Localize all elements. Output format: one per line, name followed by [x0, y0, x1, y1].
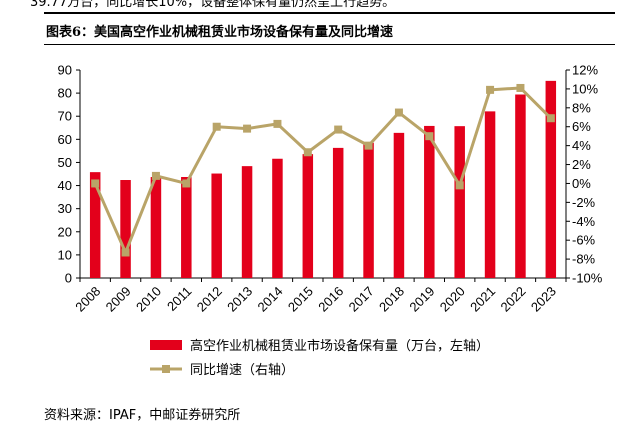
legend: 高空作业机械租赁业市场设备保有量（万台，左轴） 同比增速（右轴） — [150, 338, 489, 378]
bar-2022 — [515, 94, 526, 279]
bar-2016 — [332, 147, 344, 278]
bar-2010 — [150, 177, 162, 278]
bar-2013 — [241, 166, 253, 278]
growth-point-2022 — [516, 83, 525, 92]
growth-point-2014 — [273, 119, 282, 128]
growth-point-2021 — [486, 85, 495, 94]
bar-2020 — [454, 126, 465, 278]
x-tick-label: 2009 — [103, 284, 134, 315]
right-axis-tick-label: 12% — [572, 63, 598, 78]
x-tick-label: 2010 — [133, 284, 164, 315]
legend-line-marker — [162, 365, 170, 373]
growth-point-2008 — [91, 179, 100, 188]
right-axis-tick-label: 6% — [572, 119, 591, 134]
x-tick-label: 2022 — [498, 284, 529, 315]
growth-line — [91, 83, 555, 257]
left-axis-tick-label: 10 — [58, 247, 72, 262]
bar-2011 — [181, 177, 192, 278]
x-tick-labels: 2008 2009 2010 2011 2012 2013 2014 2015 2016 2017… — [72, 284, 559, 315]
left-axis-tick-label: 30 — [58, 201, 72, 216]
legend-label-line: 同比增速（右轴） — [190, 363, 294, 378]
right-axis-tick-label: -2% — [572, 195, 596, 210]
growth-point-2023 — [546, 114, 555, 123]
right-axis-tick-label: -6% — [572, 233, 596, 248]
x-tick-label: 2008 — [72, 284, 103, 315]
left-axis-tick-label: 0 — [65, 271, 72, 286]
figure-title-bar: 图表6：美国高空作业机械租赁业市场设备保有量及同比增速 — [44, 12, 615, 45]
left-axis-tick-label: 60 — [58, 132, 72, 147]
legend-label-bar: 高空作业机械租赁业市场设备保有量（万台，左轴） — [190, 338, 489, 354]
growth-point-2009 — [121, 248, 130, 257]
figure-title: 图表6：美国高空作业机械租赁业市场设备保有量及同比增速 — [46, 25, 394, 40]
legend-bar-swatch — [150, 340, 182, 350]
growth-point-2010 — [151, 171, 160, 180]
x-tick-label: 2021 — [467, 284, 498, 315]
growth-point-2011 — [182, 179, 191, 188]
right-axis-tick-label: 10% — [572, 81, 598, 96]
right-axis-tick-label: -10% — [572, 271, 603, 286]
source-note: 资料来源：IPAF，中邮证券研究所 — [44, 408, 241, 423]
x-tick-label: 2014 — [255, 284, 286, 315]
growth-point-2019 — [425, 132, 434, 141]
axes: 0 10 20 30 40 50 60 70 80 90 -10% -8% -6% -4% -2% 0% 2% 4… — [58, 63, 603, 286]
right-axis-tick-label: -4% — [572, 214, 596, 229]
bar-2017 — [363, 142, 374, 278]
x-tick-label: 2016 — [315, 284, 346, 315]
bar-2023 — [545, 80, 557, 279]
right-axis-tick-label: 2% — [572, 157, 591, 172]
growth-point-2012 — [212, 122, 221, 131]
right-axis-tick-label: 4% — [572, 138, 591, 153]
x-tick-label: 2013 — [224, 284, 255, 315]
left-axis-tick-label: 40 — [58, 178, 72, 193]
left-axis-tick-label: 90 — [58, 63, 72, 78]
x-tick-label: 2017 — [346, 284, 377, 315]
x-tick-label: 2023 — [528, 284, 559, 315]
x-tick-label: 2011 — [164, 284, 194, 314]
bar-2009 — [120, 180, 131, 278]
left-axis-tick-label: 50 — [58, 155, 72, 170]
growth-line-path — [93, 86, 552, 254]
bar-2012 — [211, 173, 222, 278]
growth-point-2018 — [394, 108, 403, 117]
left-axis-tick-label: 80 — [58, 86, 72, 101]
x-tick-label: 2018 — [376, 284, 407, 315]
right-axis-tick-label: 0% — [572, 176, 591, 191]
right-axis-tick-label: -8% — [572, 252, 596, 267]
left-axis-tick-label: 20 — [58, 224, 72, 239]
intro-text-fragment: 39.77万台，同比增长10%，设备整体保有量仍然呈上行趋势。 — [30, 0, 396, 10]
x-tick-label: 2015 — [285, 284, 316, 315]
right-axis-tick-label: 8% — [572, 100, 591, 115]
growth-point-2020 — [455, 181, 464, 190]
bar-2008 — [89, 172, 101, 278]
x-tick-label: 2019 — [406, 284, 437, 315]
bar-2019 — [424, 125, 435, 278]
x-tick-label: 2020 — [437, 284, 468, 315]
left-axis-tick-label: 70 — [58, 109, 72, 124]
bar-2018 — [393, 132, 405, 278]
growth-point-2016 — [334, 125, 343, 134]
growth-point-2015 — [303, 148, 312, 157]
bar-2014 — [272, 158, 283, 278]
growth-point-2013 — [243, 124, 252, 133]
bar-2015 — [302, 154, 314, 278]
growth-point-2017 — [364, 141, 373, 150]
bar-2021 — [484, 111, 496, 278]
bars — [89, 80, 557, 279]
x-tick-label: 2012 — [194, 284, 225, 315]
